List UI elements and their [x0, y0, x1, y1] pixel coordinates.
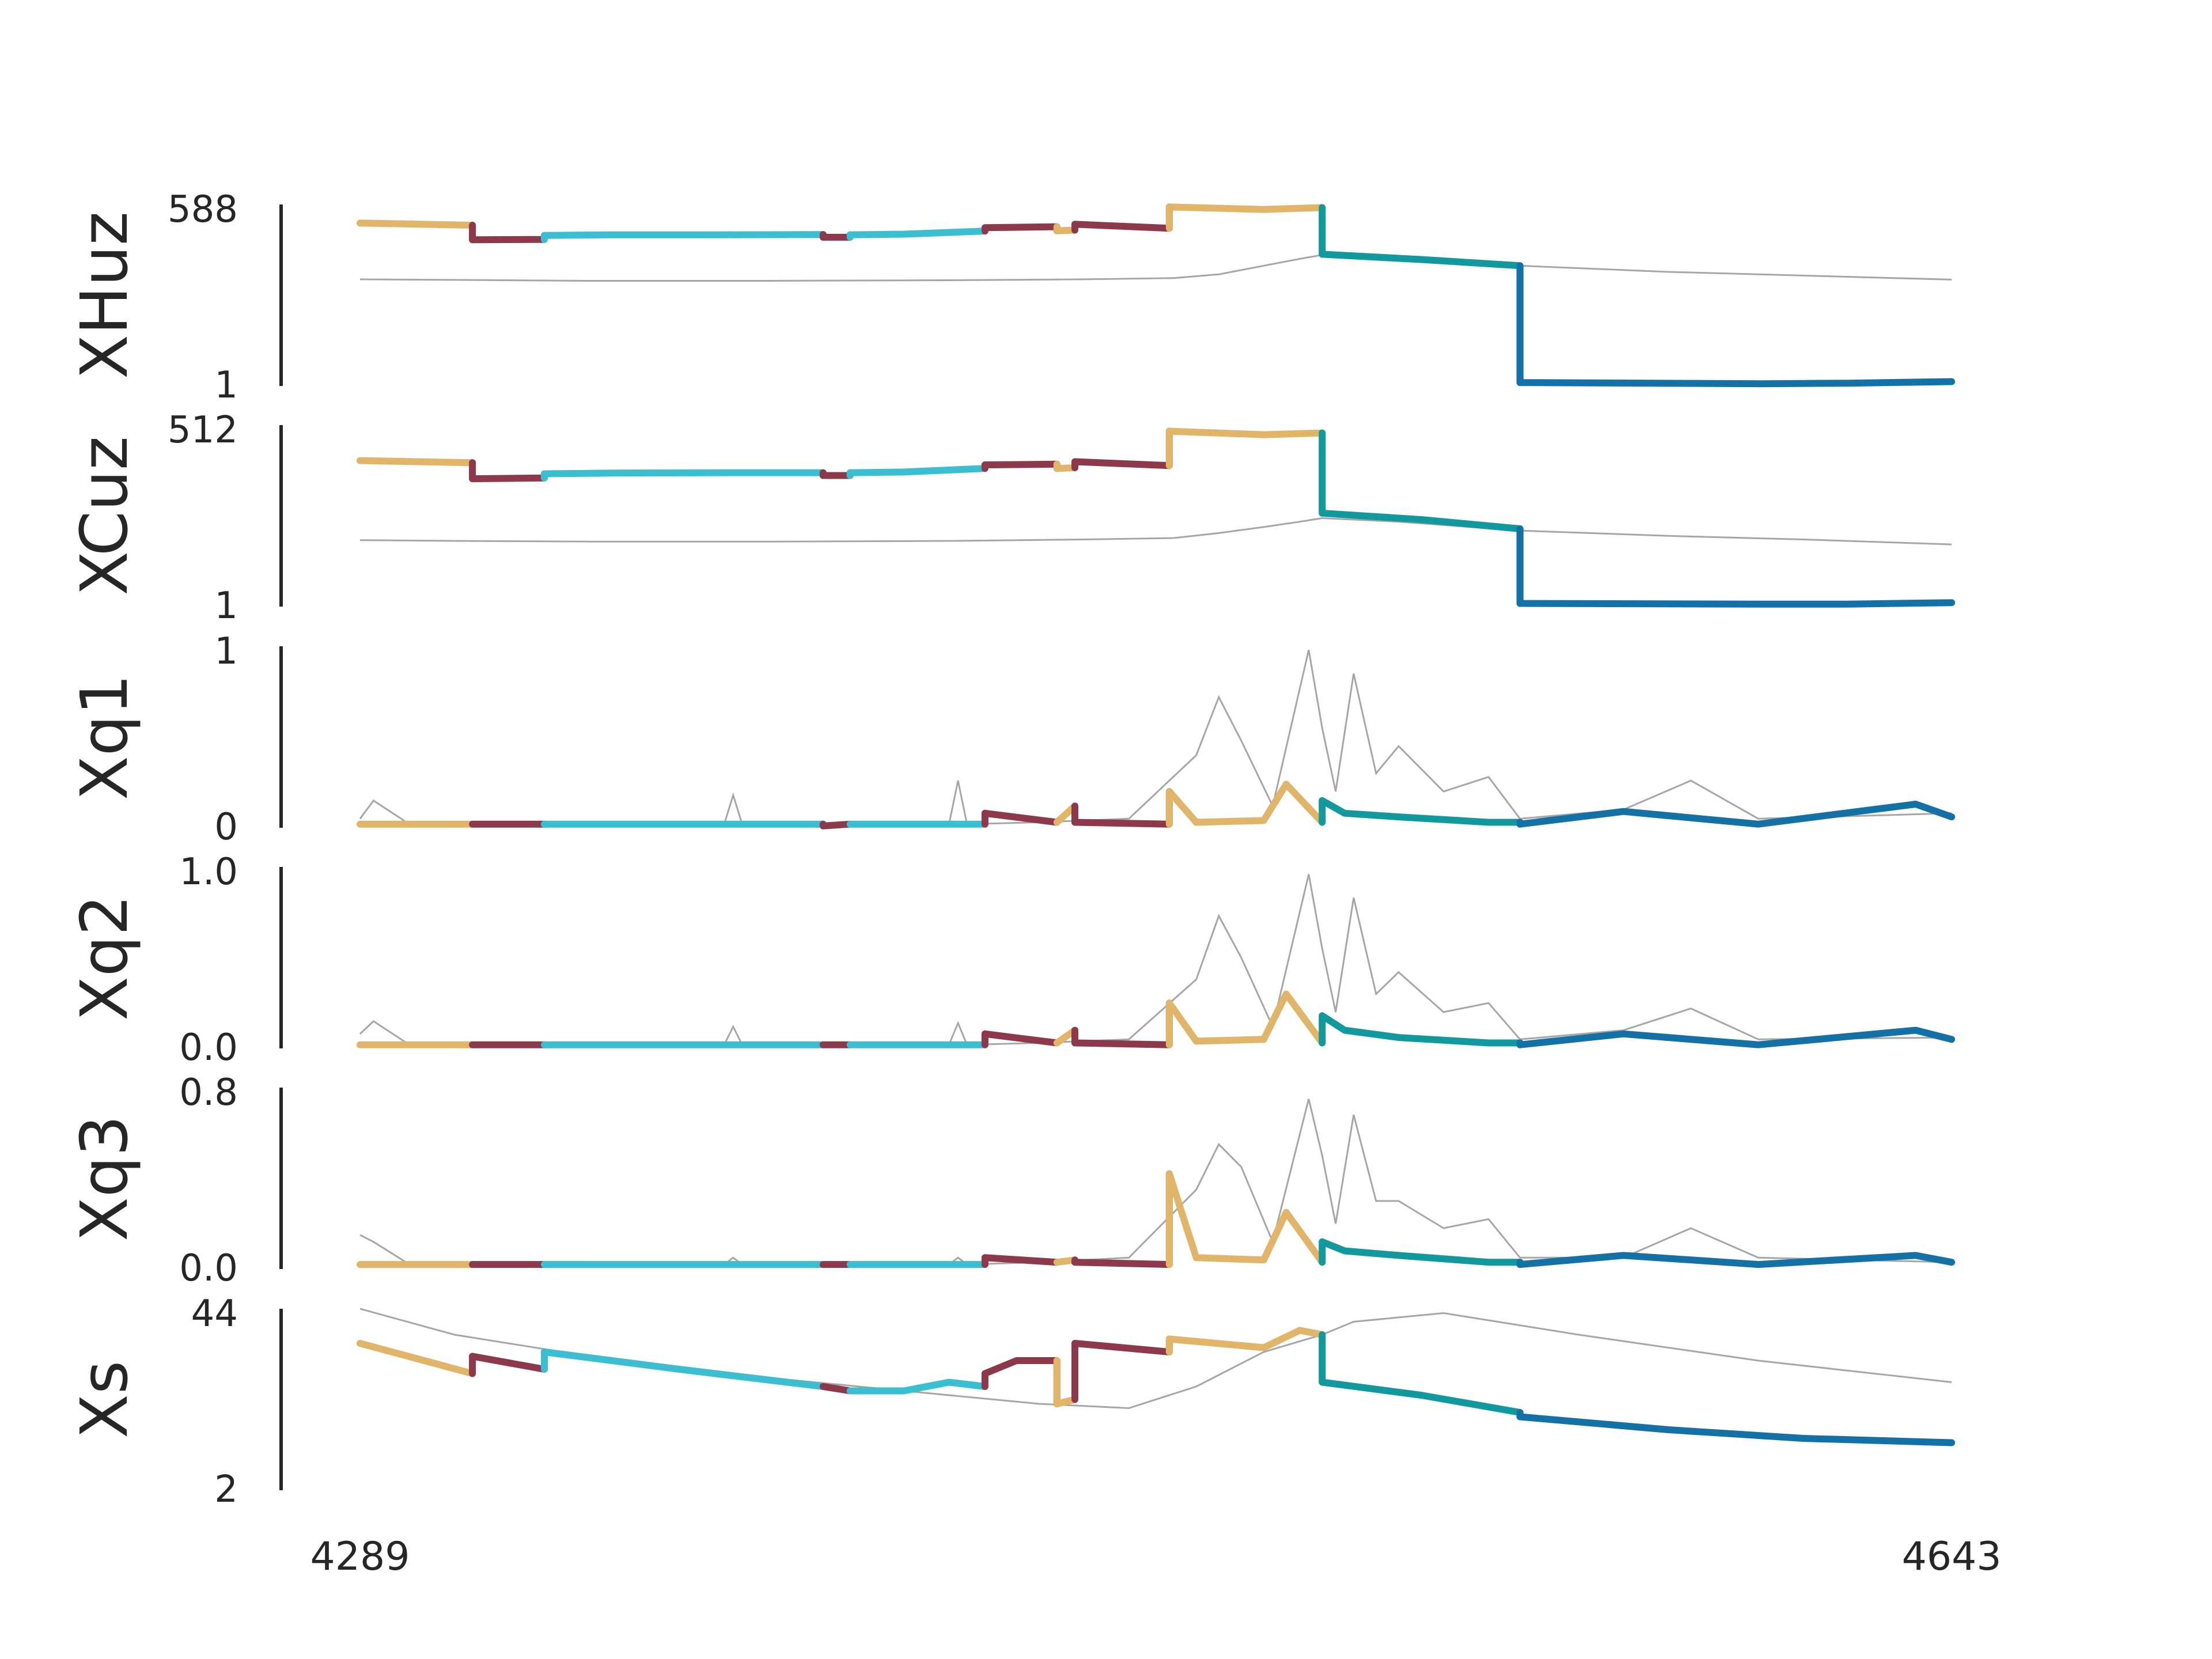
y-axis-label: Xs	[67, 1361, 142, 1438]
segment-line-7	[1071, 999, 1173, 1048]
y-axis-label: XCuz	[67, 436, 142, 596]
segment-line-5	[981, 809, 1060, 828]
segment-line-9	[1319, 429, 1524, 607]
segment-line-4	[846, 1254, 988, 1268]
y-tick-label: 0.0	[179, 1027, 238, 1069]
segment-line-8	[1165, 203, 1326, 258]
segment-line-8	[1165, 990, 1326, 1048]
segment-line-7	[1071, 427, 1173, 471]
segment-line-10	[1516, 801, 1955, 828]
background-series-line	[359, 517, 1952, 546]
background-series-line	[359, 253, 1952, 282]
y-axis-label: Xq1	[67, 674, 142, 800]
y-tick-label: 44	[191, 1293, 238, 1335]
segment-line-8	[1165, 781, 1326, 828]
x-tick-label: 4643	[1902, 1534, 2001, 1580]
segment-line-8	[1165, 1327, 1326, 1386]
segment-line-7	[1071, 1335, 1173, 1403]
y-tick-label: 1.0	[179, 851, 238, 893]
segment-line-3	[819, 231, 854, 241]
segment-line-5	[981, 1030, 1060, 1048]
y-tick-label: 1	[214, 364, 238, 407]
x-axis: 4289 4643	[310, 1534, 2001, 1580]
segment-line-7	[1071, 1170, 1173, 1268]
y-axis-label: XHuz	[67, 211, 142, 379]
background-series-line	[359, 649, 1952, 825]
segment-line-10	[1516, 525, 1955, 608]
y-axis-label: Xq3	[67, 1115, 142, 1241]
panel-xq3: 0.0 0.8 Xq3	[67, 1071, 1955, 1290]
segment-line-8	[1165, 1170, 1326, 1268]
segment-line-9	[1319, 797, 1524, 828]
y-tick-label: 1	[214, 585, 238, 627]
y-tick-label: 0.8	[179, 1071, 238, 1114]
segment-line-0	[357, 1340, 476, 1377]
x-tick-label: 4289	[310, 1534, 410, 1580]
segment-line-5	[981, 460, 1060, 472]
segment-line-10	[1516, 1409, 1955, 1446]
segment-line-10	[1516, 1252, 1955, 1268]
panel-xq1: 0 1 Xq1	[67, 630, 1955, 849]
segment-line-1	[469, 1349, 548, 1377]
segment-line-0	[357, 457, 476, 483]
y-tick-label: 0	[214, 806, 238, 849]
y-tick-label: 512	[168, 409, 238, 452]
segment-line-4	[846, 461, 988, 479]
segment-line-8	[1165, 427, 1326, 517]
segment-line-2	[541, 820, 827, 830]
panel-xcuz: 1 512 XCuz	[67, 409, 1955, 627]
segment-line-10	[1516, 1027, 1955, 1048]
y-tick-label: 588	[168, 188, 238, 231]
segment-line-2	[541, 469, 827, 482]
y-tick-label: 1	[214, 630, 238, 673]
background-series-line	[359, 1099, 1952, 1266]
segment-line-9	[1319, 1238, 1524, 1268]
y-tick-label: 0.0	[179, 1247, 238, 1290]
segment-line-1	[469, 459, 548, 483]
segment-line-0	[357, 219, 476, 244]
segment-line-9	[1319, 1331, 1524, 1421]
panel-xq2: 0.0 1.0 Xq2	[67, 851, 1955, 1069]
segment-line-1	[469, 222, 548, 244]
segment-line-3	[819, 1383, 854, 1395]
panels: 1588XHuz1512XCuz01Xq10.01.0Xq20.00.8Xq32…	[67, 188, 1955, 1511]
panel-xs: 2 44 Xs	[67, 1293, 1955, 1511]
y-tick-label: 2	[214, 1468, 238, 1511]
segment-line-2	[541, 231, 827, 243]
segment-line-10	[1516, 262, 1955, 388]
segment-line-7	[1071, 203, 1173, 234]
segment-line-5	[981, 1357, 1060, 1407]
segment-line-5	[981, 223, 1060, 235]
segment-line-5	[981, 1254, 1060, 1268]
segment-line-2	[541, 1349, 827, 1390]
segment-line-3	[819, 469, 854, 479]
segment-line-3	[819, 820, 854, 830]
panel-xhuz: 1 588 XHuz	[67, 188, 1955, 407]
segment-line-9	[1319, 1012, 1524, 1048]
segment-line-4	[846, 1370, 988, 1395]
segment-line-9	[1319, 204, 1524, 387]
segment-line-4	[846, 224, 988, 241]
background-series-line	[359, 874, 1952, 1046]
y-axis-label: Xq2	[67, 895, 142, 1021]
